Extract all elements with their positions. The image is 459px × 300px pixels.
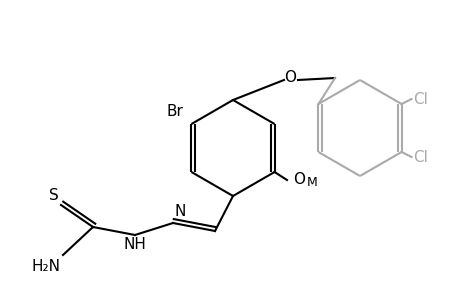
Text: Cl: Cl [413, 92, 427, 106]
Text: Br: Br [166, 104, 183, 119]
Text: Cl: Cl [413, 149, 427, 164]
Text: O: O [283, 70, 295, 86]
Text: N: N [174, 204, 186, 219]
Text: S: S [49, 188, 59, 203]
Text: H₂N: H₂N [32, 259, 61, 274]
Text: NH: NH [123, 237, 146, 252]
Text: M: M [306, 176, 317, 188]
Text: O: O [292, 172, 304, 188]
